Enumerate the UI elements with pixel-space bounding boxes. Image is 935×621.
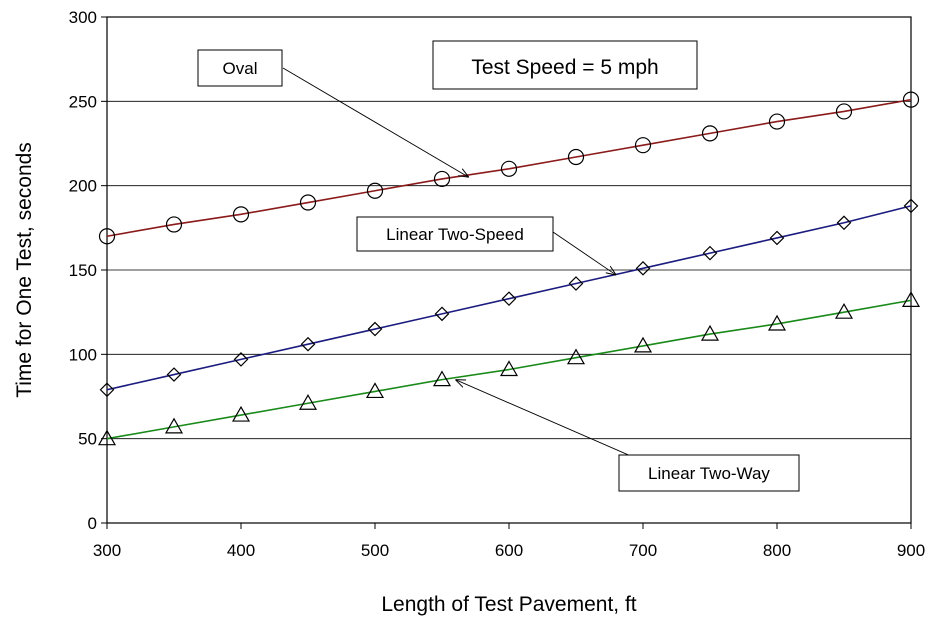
data-point-marker (634, 137, 652, 154)
x-tick-label: 400 (227, 541, 255, 560)
data-point-marker (164, 417, 184, 434)
data-point-marker (298, 394, 318, 410)
data-point-marker (366, 182, 384, 199)
data-point-marker (635, 260, 651, 276)
x-tick-label: 900 (897, 541, 925, 560)
data-point-marker (231, 405, 251, 422)
data-point-marker (499, 360, 519, 377)
data-point-marker (767, 314, 787, 331)
y-tick-label: 100 (69, 345, 97, 364)
data-point-marker (700, 324, 720, 341)
annotation-label: Oval (223, 59, 258, 78)
data-point-marker (500, 160, 518, 177)
y-tick-label: 150 (69, 261, 97, 280)
x-tick-label: 600 (495, 541, 523, 560)
y-tick-label: 250 (69, 92, 97, 111)
series-layer (97, 91, 921, 446)
data-point-marker (97, 429, 117, 446)
data-point-marker (166, 367, 182, 382)
series-linear-two-speed (99, 198, 919, 398)
data-point-marker (568, 276, 584, 291)
annotation-label: Linear Two-Speed (386, 225, 524, 244)
data-point-marker (501, 291, 517, 307)
annotation-arrow (552, 231, 616, 275)
annotation-callout: Oval (197, 49, 469, 177)
data-point-marker (433, 170, 451, 188)
series-oval (98, 91, 920, 245)
data-point-marker (233, 352, 249, 367)
chart-title-box: Test Speed = 5 mph (432, 40, 698, 90)
data-point-marker (432, 370, 452, 387)
annotation-arrow (282, 67, 469, 177)
series-line (106, 205, 912, 391)
annotation-callout: Linear Two-Way (455, 380, 800, 492)
annotation-arrow (455, 380, 641, 461)
data-point-marker (901, 291, 921, 307)
series-line (106, 299, 912, 440)
chart-title: Test Speed = 5 mph (471, 56, 658, 79)
x-tick-label: 800 (763, 541, 791, 560)
data-point-marker (434, 306, 450, 322)
series-line (106, 98, 912, 238)
annotation-box (618, 454, 800, 492)
data-point-marker (633, 336, 653, 353)
data-point-marker (98, 228, 116, 245)
axes: 0 50 100 150 200 250 300 300 400 500 600 700 800 900 (69, 8, 926, 560)
data-point-marker (99, 382, 115, 398)
data-point-marker (768, 113, 786, 130)
data-point-marker (567, 148, 585, 166)
grid-lines (107, 100, 911, 440)
y-tick-label: 300 (69, 8, 97, 27)
data-point-marker (566, 348, 586, 365)
series-linear-two-way (97, 291, 921, 446)
annotation-box (197, 49, 283, 87)
x-tick-label: 300 (93, 541, 121, 560)
data-point-marker (300, 336, 316, 352)
data-point-marker (165, 216, 183, 233)
data-point-marker (299, 194, 317, 211)
annotation-callout: Linear Two-Speed (356, 216, 616, 275)
y-tick-label: 50 (78, 430, 97, 449)
data-point-marker (769, 230, 785, 246)
data-point-marker (365, 382, 385, 399)
x-tick-label: 500 (361, 541, 389, 560)
x-axis-title: Length of Test Pavement, ft (381, 593, 636, 616)
y-tick-label: 0 (88, 514, 97, 533)
data-point-marker (834, 302, 854, 319)
y-tick-label: 200 (69, 177, 97, 196)
annotations: Oval Linear Two-Speed Linear Two-Way (197, 49, 800, 492)
data-point-marker (702, 245, 718, 261)
data-point-marker (367, 321, 383, 337)
data-point-marker (232, 206, 250, 223)
data-point-marker (701, 125, 719, 142)
annotation-box (356, 216, 554, 252)
data-point-marker (836, 215, 852, 231)
y-axis-title: Time for One Test, seconds (13, 142, 36, 398)
annotation-label: Linear Two-Way (648, 464, 770, 483)
x-tick-label: 700 (629, 541, 657, 560)
data-point-marker (903, 198, 919, 214)
data-point-marker (902, 91, 920, 108)
data-point-marker (835, 103, 853, 120)
